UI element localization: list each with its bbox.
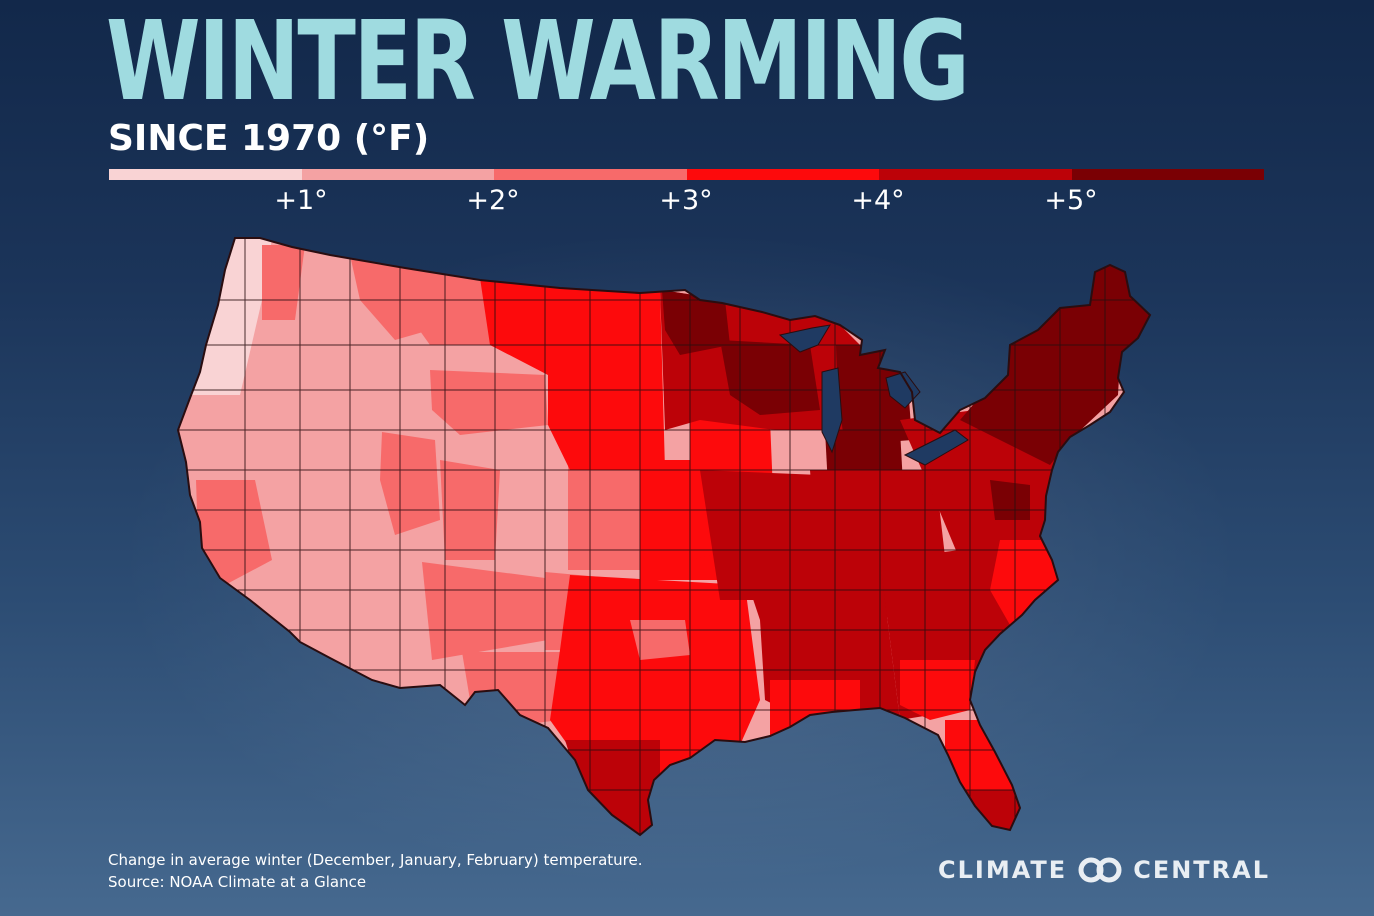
- legend-segment: [879, 169, 1072, 180]
- california-central-region: [196, 480, 272, 585]
- map-title: WINTER WARMING: [106, 0, 970, 125]
- cascades-region: [262, 245, 305, 320]
- northern-plains-region: [480, 278, 665, 470]
- map-subtitle: SINCE 1970 (°F): [108, 118, 430, 159]
- legend-label: +4°: [851, 185, 905, 216]
- interlocking-rings-icon: [1078, 857, 1122, 883]
- lake-michigan: [821, 367, 843, 454]
- utah-region: [380, 432, 440, 535]
- logo-text-left: CLIMATE: [938, 856, 1068, 884]
- legend-color-bar: [109, 169, 1264, 180]
- division-boundaries: [178, 238, 1150, 835]
- legend-label: +3°: [659, 185, 713, 216]
- georgia-south-region: [900, 660, 975, 720]
- montana-east-region: [405, 265, 500, 345]
- south-texas-region: [565, 740, 660, 835]
- lake-erie: [903, 429, 969, 466]
- red-river-region: [630, 620, 690, 660]
- legend-segment: [301, 169, 494, 180]
- legend-label: +5°: [1044, 185, 1098, 216]
- legend-segment: [109, 169, 302, 180]
- us-outline: [176, 237, 1152, 837]
- legend-label: +1°: [274, 185, 328, 216]
- high-plains-region: [568, 462, 640, 570]
- logo-text-right: CENTRAL: [1133, 856, 1271, 884]
- legend-label: +2°: [466, 185, 520, 216]
- minnesota-north-region: [662, 290, 730, 355]
- legend-segment: [1071, 169, 1264, 180]
- wisconsin-region: [720, 340, 820, 415]
- appalachian-highlands-region: [990, 480, 1030, 520]
- legend-segment: [494, 169, 687, 180]
- footnote-source: Source: NOAA Climate at a Glance: [108, 873, 367, 891]
- wyoming-region: [430, 370, 548, 435]
- footnote-description: Change in average winter (December, Janu…: [108, 851, 643, 869]
- legend-segment: [686, 169, 879, 180]
- lake-superior: [778, 324, 831, 353]
- southern-rockies-region: [422, 562, 548, 660]
- footnote: Change in average winter (December, Janu…: [108, 849, 643, 893]
- climate-central-logo: CLIMATE CENTRAL: [938, 856, 1270, 884]
